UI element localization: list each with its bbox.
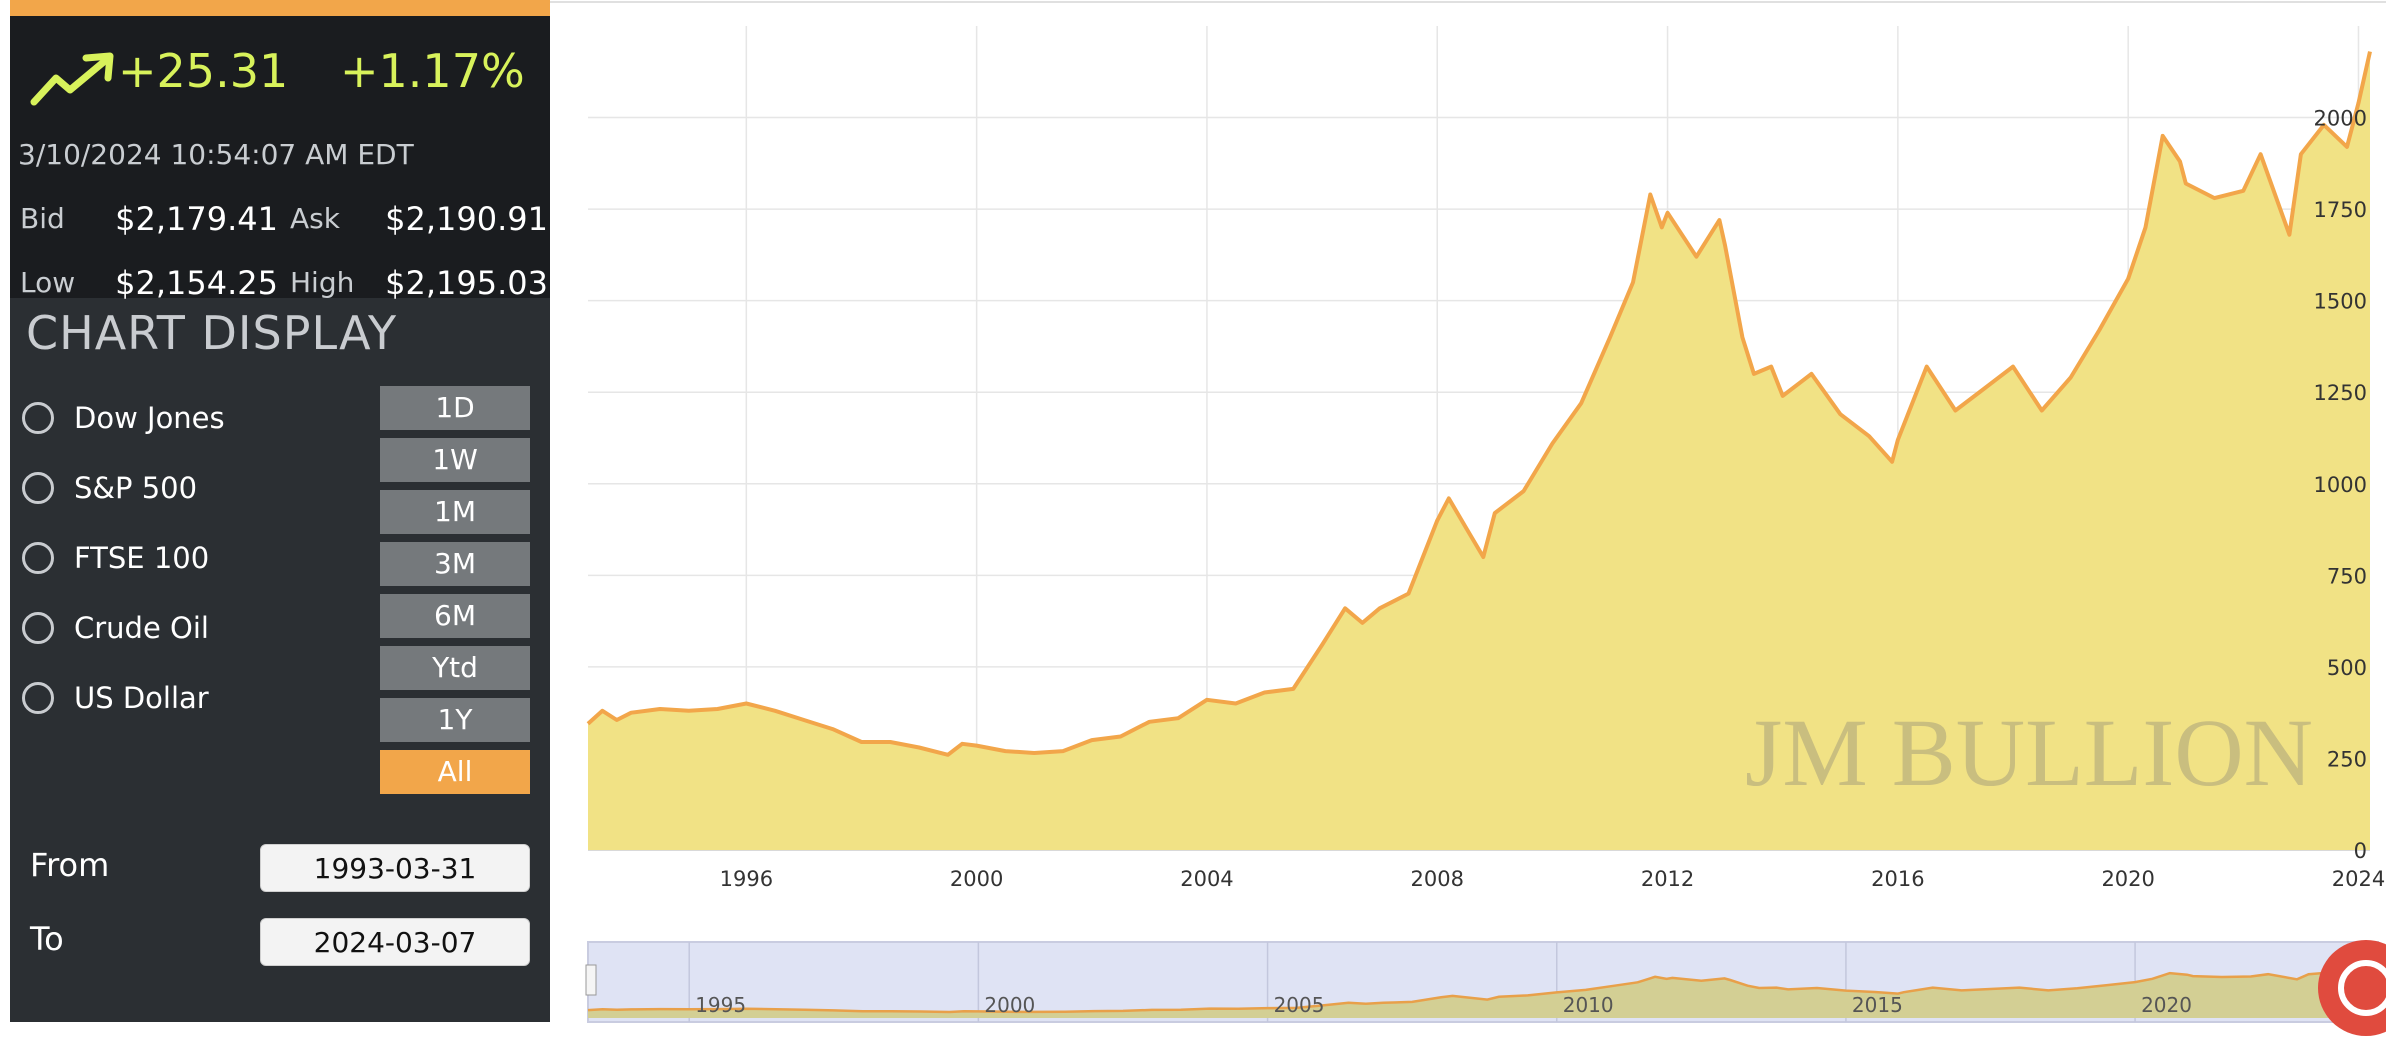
x-tick-label: 2020 — [2101, 867, 2154, 891]
x-tick-label: 2004 — [1180, 867, 1233, 891]
price-change: +25.31 — [118, 44, 289, 98]
range-button-ytd[interactable]: Ytd — [380, 646, 530, 690]
navigator-line — [587, 966, 2379, 1014]
navigator-tick-label: 2015 — [1852, 993, 1903, 1017]
overlay-label: Dow Jones — [74, 401, 225, 435]
bid-value: $2,179.41 — [115, 200, 278, 238]
quote-timestamp: 3/10/2024 10:54:07 AM EDT — [18, 138, 414, 171]
ask-label: Ask — [290, 202, 340, 235]
price-line[interactable] — [586, 51, 2372, 757]
y-tick-label: 0 — [2354, 839, 2367, 863]
chart-display-title: CHART DISPLAY — [26, 306, 398, 360]
radio-unchecked-icon[interactable] — [22, 472, 54, 504]
x-tick-label: 2016 — [1871, 867, 1924, 891]
range-button-1m[interactable]: 1M — [380, 490, 530, 534]
overlay-sp-500[interactable]: S&P 500 — [22, 468, 197, 508]
navigator-tick-label: 2020 — [2141, 993, 2192, 1017]
radio-unchecked-icon[interactable] — [22, 682, 54, 714]
overlay-crude-oil[interactable]: Crude Oil — [22, 608, 209, 648]
price-area — [588, 51, 2370, 851]
top-accent-bar — [10, 0, 550, 16]
high-value: $2,195.03 — [385, 264, 548, 302]
overlay-dow-jones[interactable]: Dow Jones — [22, 398, 225, 438]
bid-label: Bid — [20, 202, 65, 235]
high-label: High — [290, 266, 355, 299]
x-axis-labels: 1996 2000 2004 2008 2012 2016 2020 2024 — [720, 867, 2386, 891]
overlay-label: US Dollar — [74, 681, 209, 715]
y-axis-labels: 0 250 500 750 1000 1250 1500 1750 2000 — [2314, 107, 2367, 863]
navigator-x-labels: 1995 2000 2005 2010 2015 2020 — [695, 993, 2192, 1017]
range-navigator[interactable]: 1995 2000 2005 2010 2015 2020 — [585, 941, 2379, 1023]
trending-up-icon — [30, 52, 114, 106]
x-tick-label: 2024 — [2332, 867, 2385, 891]
overlay-label: Crude Oil — [74, 611, 209, 645]
low-value: $2,154.25 — [115, 264, 278, 302]
range-button-all[interactable]: All — [380, 750, 530, 794]
y-tick-label: 1250 — [2314, 381, 2367, 405]
price-change-percent: +1.17% — [340, 44, 525, 98]
navigator-handle-left[interactable] — [585, 964, 597, 996]
radio-unchecked-icon[interactable] — [22, 542, 54, 574]
to-label: To — [30, 920, 64, 958]
navigator-tick-label: 1995 — [695, 993, 746, 1017]
range-button-1y[interactable]: 1Y — [380, 698, 530, 742]
navigator-tick-label: 2000 — [984, 993, 1035, 1017]
overlay-us-dollar[interactable]: US Dollar — [22, 678, 209, 718]
radio-unchecked-icon[interactable] — [22, 612, 54, 644]
navigator-tick-label: 2010 — [1563, 993, 1614, 1017]
y-tick-label: 1500 — [2314, 290, 2367, 314]
overlay-ftse-100[interactable]: FTSE 100 — [22, 538, 209, 578]
low-label: Low — [20, 266, 76, 299]
overlay-label: FTSE 100 — [74, 541, 210, 575]
y-tick-label: 500 — [2327, 656, 2367, 680]
to-date-input[interactable] — [260, 918, 530, 966]
range-button-1w[interactable]: 1W — [380, 438, 530, 482]
quote-panel: +25.31 +1.17% 3/10/2024 10:54:07 AM EDT … — [10, 0, 550, 1022]
x-tick-label: 2008 — [1411, 867, 1464, 891]
x-tick-label: 2000 — [950, 867, 1003, 891]
overlay-label: S&P 500 — [74, 471, 198, 505]
quote-summary: +25.31 +1.17% 3/10/2024 10:54:07 AM EDT … — [10, 16, 550, 302]
from-label: From — [30, 846, 110, 884]
y-tick-label: 750 — [2327, 564, 2367, 588]
chat-help-icon[interactable] — [2318, 940, 2386, 1036]
y-tick-label: 250 — [2327, 747, 2367, 771]
y-tick-label: 1000 — [2314, 473, 2367, 497]
radio-unchecked-icon[interactable] — [22, 402, 54, 434]
y-tick-label: 1750 — [2314, 198, 2367, 222]
chat-bubble-icon — [2338, 960, 2386, 1016]
y-tick-label: 2000 — [2314, 107, 2367, 131]
range-button-1d[interactable]: 1D — [380, 386, 530, 430]
x-tick-label: 1996 — [720, 867, 773, 891]
range-button-6m[interactable]: 6M — [380, 594, 530, 638]
navigator-tick-label: 2005 — [1274, 993, 1325, 1017]
watermark: JM BULLION — [1745, 699, 2313, 806]
range-button-3m[interactable]: 3M — [380, 542, 530, 586]
from-date-input[interactable] — [260, 844, 530, 892]
x-tick-label: 2012 — [1641, 867, 1694, 891]
ask-value: $2,190.91 — [385, 200, 548, 238]
navigator-area — [588, 967, 2378, 1018]
